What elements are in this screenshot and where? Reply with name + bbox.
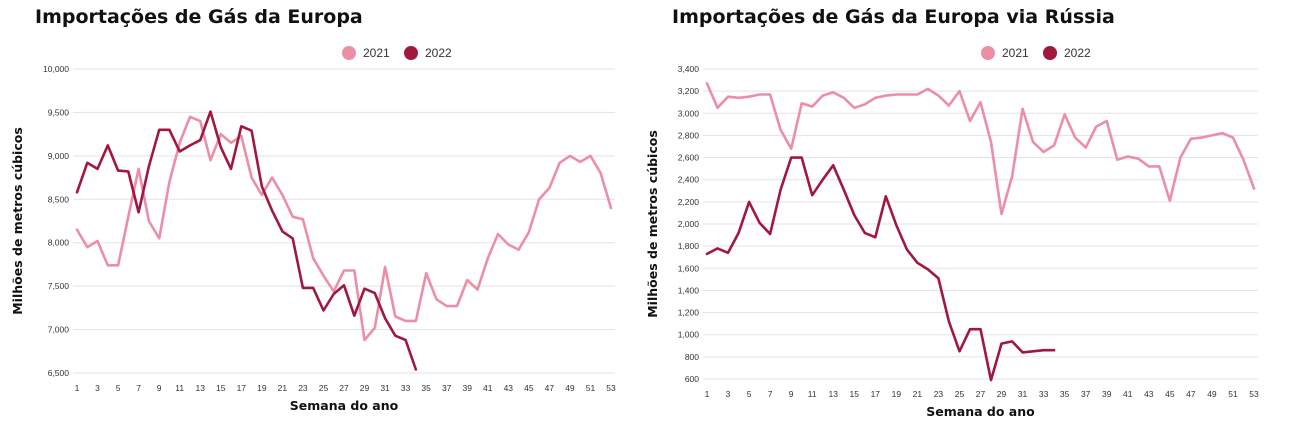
y-tick-label: 1,400 [678, 285, 700, 295]
y-tick-label: 1,200 [678, 308, 700, 318]
y-tick-label: 600 [685, 374, 699, 384]
legend-label-2021: 2021 [1002, 46, 1029, 60]
x-tick-label: 51 [1228, 389, 1238, 399]
y-tick-label: 7,000 [48, 325, 70, 335]
chart-panel-russia: Importações de Gás da Europa via Rússia … [640, 0, 1296, 430]
y-tick-label: 1,800 [678, 241, 700, 251]
x-tick-label: 11 [808, 389, 817, 399]
y-tick-label: 3,200 [678, 86, 700, 96]
chart-russia-imports: 600 800 1,000 1,200 1,400 1,600 1,800 2,000 2,20… [645, 46, 1259, 419]
x-tick-label: 37 [1081, 389, 1091, 399]
x-tick-label: 41 [1123, 389, 1133, 399]
legend-marker-2021 [981, 46, 995, 60]
x-tick-label: 19 [892, 389, 902, 399]
y-tick-label: 3,400 [678, 64, 700, 74]
y-tick-label: 8,500 [48, 194, 70, 204]
legend-label-2022: 2022 [425, 46, 452, 60]
x-tick-label: 1 [75, 383, 80, 393]
x-tick-label: 7 [768, 389, 773, 399]
x-tick-label: 33 [1039, 389, 1049, 399]
y-tick-label: 1,600 [678, 263, 700, 273]
x-tick-label: 3 [726, 389, 731, 399]
x-tick-label: 21 [278, 383, 288, 393]
x-tick-label: 35 [1060, 389, 1070, 399]
x-tick-label: 43 [1144, 389, 1154, 399]
x-tick-label: 9 [789, 389, 794, 399]
x-tick-label: 15 [216, 383, 226, 393]
series-line-2022 [705, 156, 1056, 382]
x-tick-label: 3 [95, 383, 100, 393]
x-tick-label: 47 [545, 383, 555, 393]
x-tick-label: 49 [565, 383, 575, 393]
x-tick-label: 27 [339, 383, 349, 393]
x-tick-label: 39 [462, 383, 472, 393]
y-axis-label: Milhões de metros cúbicos [10, 127, 25, 315]
chart-title: Importações de Gás da Europa via Rússia [672, 6, 1115, 28]
legend-marker-2021 [342, 46, 356, 60]
chart-panel-europe: Importações de Gás da Europa 6,500 7,000 7… [0, 0, 640, 430]
y-tick-label: 9,000 [48, 151, 70, 161]
y-tick-label: 2,800 [678, 130, 700, 140]
legend-label-2021: 2021 [363, 46, 390, 60]
x-tick-label: 23 [298, 383, 308, 393]
x-tick-label: 51 [586, 383, 596, 393]
x-tick-label: 33 [401, 383, 411, 393]
x-tick-label: 41 [483, 383, 493, 393]
chart-title: Importações de Gás da Europa [35, 6, 363, 28]
x-tick-label: 25 [955, 389, 965, 399]
y-tick-label: 800 [685, 352, 699, 362]
x-tick-label: 21 [913, 389, 923, 399]
x-tick-label: 31 [380, 383, 390, 393]
y-tick-label: 6,500 [48, 368, 70, 378]
series-line-2021 [705, 82, 1256, 216]
x-tick-label: 29 [997, 389, 1007, 399]
x-tick-label: 1 [705, 389, 710, 399]
x-tick-label: 25 [319, 383, 329, 393]
x-tick-label: 37 [442, 383, 452, 393]
x-tick-label: 31 [1018, 389, 1028, 399]
series-line-2021 [75, 115, 613, 342]
y-tick-label: 1,000 [678, 330, 700, 340]
legend-label-2022: 2022 [1064, 46, 1091, 60]
x-tick-label: 45 [524, 383, 534, 393]
x-tick-label: 35 [421, 383, 431, 393]
x-tick-label: 17 [237, 383, 247, 393]
x-tick-label: 5 [747, 389, 752, 399]
series-line-2022 [75, 110, 418, 371]
x-tick-label: 11 [175, 383, 184, 393]
x-tick-label: 27 [976, 389, 986, 399]
y-tick-label: 2,400 [678, 175, 700, 185]
x-tick-label: 49 [1207, 389, 1217, 399]
x-tick-label: 13 [195, 383, 205, 393]
x-tick-label: 53 [606, 383, 616, 393]
y-axis-label: Milhões de metros cúbicos [645, 130, 660, 318]
x-tick-label: 39 [1102, 389, 1112, 399]
y-tick-label: 2,000 [678, 219, 700, 229]
x-tick-label: 47 [1186, 389, 1196, 399]
legend-marker-2022 [404, 46, 418, 60]
y-tick-label: 7,500 [48, 281, 70, 291]
x-tick-label: 17 [871, 389, 881, 399]
y-tick-label: 2,200 [678, 197, 700, 207]
x-axis-label: Semana do ano [926, 404, 1035, 419]
legend-marker-2022 [1043, 46, 1057, 60]
y-tick-label: 2,600 [678, 153, 700, 163]
x-axis-label: Semana do ano [290, 398, 399, 413]
x-tick-label: 43 [504, 383, 514, 393]
y-tick-label: 9,500 [48, 107, 70, 117]
x-tick-label: 5 [116, 383, 121, 393]
x-tick-label: 45 [1165, 389, 1175, 399]
x-tick-label: 53 [1249, 389, 1259, 399]
x-tick-label: 15 [850, 389, 860, 399]
x-tick-label: 23 [934, 389, 944, 399]
x-tick-label: 7 [136, 383, 141, 393]
chart-europe-imports: 6,500 7,000 7,500 8,000 8,500 9,000 9,500 10,00… [10, 46, 616, 413]
x-tick-label: 9 [157, 383, 162, 393]
x-tick-label: 13 [828, 389, 838, 399]
y-tick-label: 10,000 [43, 64, 69, 74]
y-tick-label: 8,000 [48, 238, 70, 248]
x-tick-label: 19 [257, 383, 267, 393]
y-tick-label: 3,000 [678, 108, 700, 118]
x-tick-label: 29 [360, 383, 370, 393]
